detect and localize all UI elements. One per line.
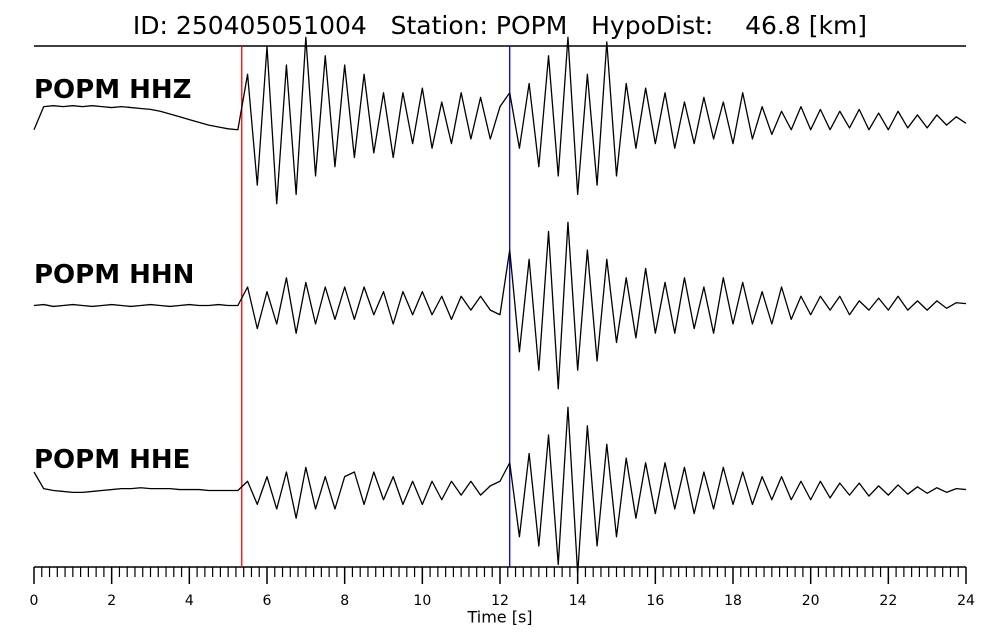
x-tick-label: 16	[646, 593, 664, 609]
trace	[33, 406, 967, 575]
x-tick-label: 20	[802, 593, 820, 609]
x-tick-label: 22	[879, 593, 897, 609]
x-tick-label: 24	[957, 593, 975, 609]
x-tick-label: 12	[491, 593, 509, 609]
x-tick-label: 14	[569, 593, 587, 609]
trace-label: POPM HHZ	[34, 75, 192, 105]
x-axis-label: Time [s]	[466, 608, 532, 627]
trace-label: POPM HHN	[34, 260, 194, 290]
x-tick-label: 18	[724, 593, 742, 609]
chart-title: ID: 250405051004 Station: POPM HypoDist:…	[133, 11, 867, 40]
x-tick-label: 2	[107, 593, 116, 609]
x-tick-label: 6	[263, 593, 272, 609]
x-tick-label: 4	[185, 593, 194, 609]
x-tick-label: 0	[30, 593, 39, 609]
x-tick-label: 10	[413, 593, 431, 609]
trace	[33, 36, 967, 205]
trace	[33, 221, 967, 390]
trace-label: POPM HHE	[34, 445, 190, 475]
x-tick-label: 8	[340, 593, 349, 609]
